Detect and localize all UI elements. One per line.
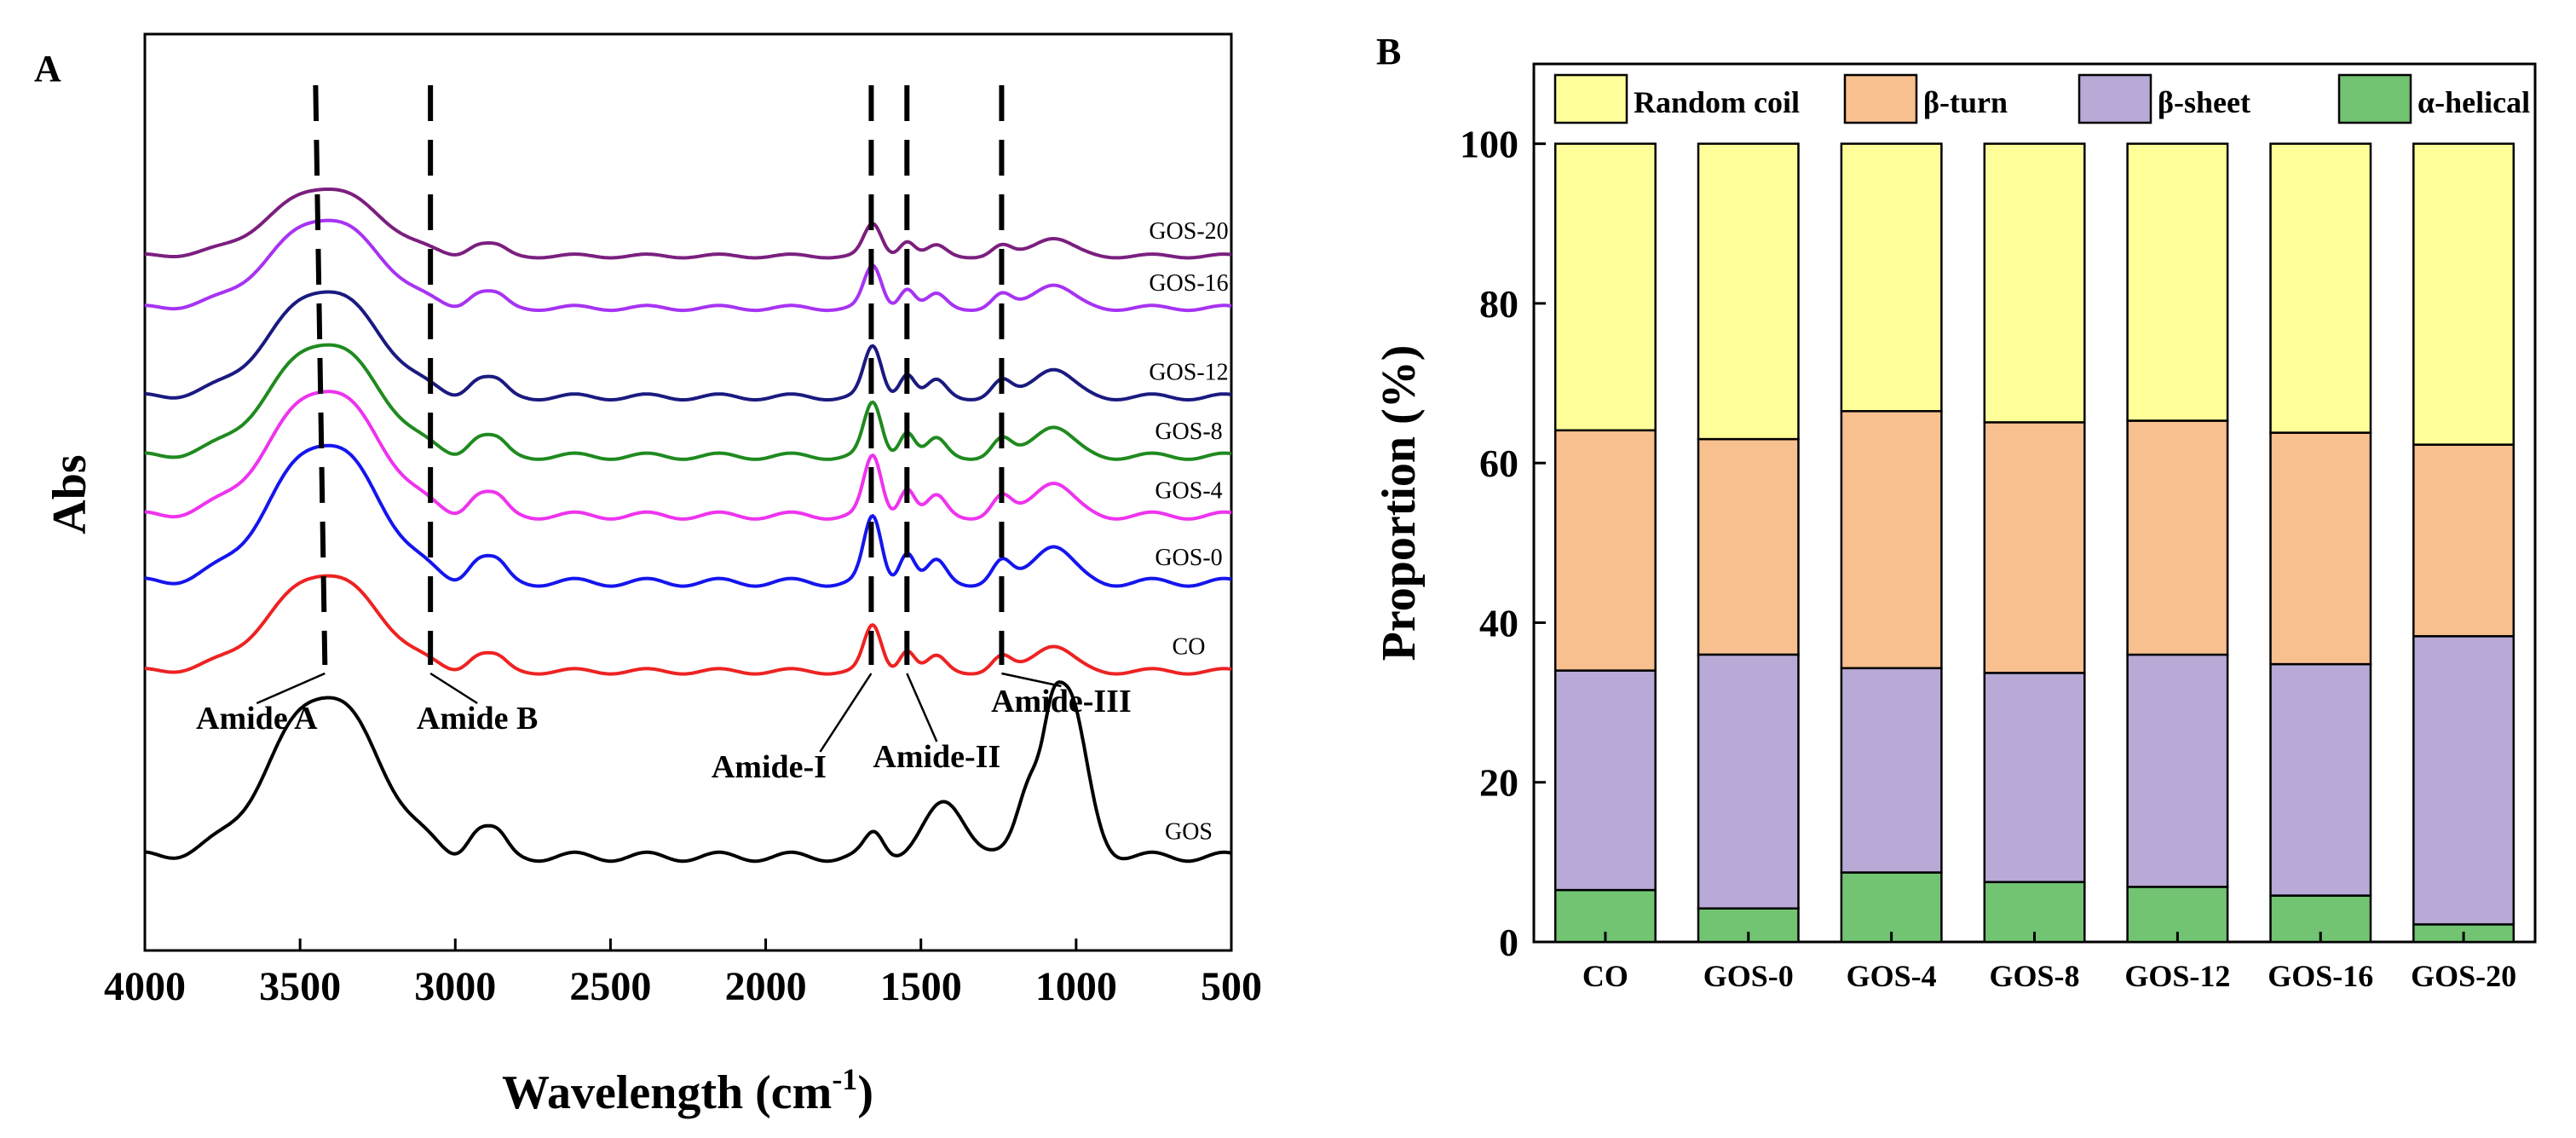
series-line-gos-0 <box>144 443 1232 588</box>
panel-a-x-ticks: 4000 3500 3000 2500 2000 1500 1000 500 <box>104 939 1262 1009</box>
series-label-gos-16: GOS-16 <box>1149 270 1228 297</box>
series-label-gos-20: GOS-20 <box>1149 218 1228 245</box>
peak-arrow-amide-iii <box>1001 672 1062 688</box>
bar-gos-20-random-coil <box>2412 142 2515 446</box>
x-tick-label: 1000 <box>1035 964 1117 1009</box>
bar-gos-4-sheet <box>1840 667 1943 874</box>
bar-gos-16-turn <box>2269 431 2372 666</box>
panel-b-label: B <box>1376 31 1401 72</box>
legend-label-random-coil: Random coil <box>1634 85 1800 119</box>
legend-swatch-random-coil <box>1553 73 1628 124</box>
series-line-gos-4 <box>144 390 1232 521</box>
x-tick-label-gos-12: GOS-12 <box>2124 959 2230 993</box>
bar-gos-8-sheet <box>1983 672 2086 883</box>
bar-gos-8-turn <box>1983 421 2086 674</box>
panel-a-peak-lines: Amide A Amide B Amide-I Amide-II Amide-III <box>196 84 1132 785</box>
series-line-gos-20 <box>145 188 1232 260</box>
series-label-co: CO <box>1173 633 1206 660</box>
bar-co-random-coil <box>1553 142 1657 432</box>
bar-gos-20-sheet <box>2412 635 2515 926</box>
y-tick-label: 40 <box>1479 601 1519 644</box>
panel-a-x-axis-label-main: Wavelength (cm <box>502 1066 832 1119</box>
x-tick-label-gos-16: GOS-16 <box>2268 959 2373 993</box>
series-line-gos-8 <box>144 343 1232 461</box>
panel-a-plot-frame <box>143 32 1233 952</box>
panel-b-legend: Random coil β-turn β-sheet α-helical <box>1553 73 2530 124</box>
panel-a-label: A <box>34 48 61 90</box>
peak-label-amide-ii: Amide-II <box>873 739 1000 775</box>
legend-label-turn: β-turn <box>1923 85 2008 119</box>
panel-a-x-axis-label: Wavelength (cm-1) <box>502 1062 873 1119</box>
series-label-gos-4: GOS-4 <box>1155 478 1222 505</box>
x-tick-label: 500 <box>1201 964 1262 1009</box>
bar-gos-16-sheet <box>2269 662 2372 897</box>
bar-gos-4-turn <box>1840 410 1943 670</box>
x-tick-label: 2000 <box>725 964 807 1009</box>
bar-gos-20-turn <box>2412 443 2515 638</box>
panel-a-x-axis-label-close: ) <box>857 1066 873 1119</box>
peak-line-amide-a <box>313 84 328 666</box>
legend-label-sheet: β-sheet <box>2158 85 2250 119</box>
series-label-gos-8: GOS-8 <box>1155 419 1222 445</box>
y-tick-label: 80 <box>1479 282 1519 326</box>
bar-gos-4-helical <box>1840 871 1943 944</box>
bar-gos-0-helical <box>1697 907 1800 944</box>
panel-b: B 0 20 40 60 80 100 CO GOS-0 GOS-4 GOS-8 GOS-12 GO… <box>1373 31 2537 993</box>
series-label-gos-0: GOS-0 <box>1155 545 1222 571</box>
panel-b-x-ticks: CO GOS-0 GOS-4 GOS-8 GOS-12 GOS-16 GOS-20 <box>1582 932 2516 993</box>
x-tick-label-gos-4: GOS-4 <box>1847 959 1937 993</box>
bar-gos-0-turn <box>1697 437 1800 656</box>
bar-gos-4-random-coil <box>1840 142 1943 413</box>
panel-a-series-group: GOS-20 GOS-16 GOS-12 GOS-8 GOS-4 GOS-0 CO GOS <box>144 188 1232 864</box>
peak-label-amide-i: Amide-I <box>712 749 827 785</box>
bar-gos-0-random-coil <box>1697 142 1800 441</box>
series-label-gos: GOS <box>1165 819 1213 846</box>
peak-label-amide-a: Amide A <box>196 701 318 737</box>
legend-swatch-helical <box>2337 73 2412 124</box>
peak-arrow-amide-b <box>429 672 478 705</box>
bar-gos-8-random-coil <box>1983 142 2086 424</box>
peak-arrow-amide-ii <box>906 673 938 742</box>
bar-gos-16-random-coil <box>2269 142 2372 434</box>
x-tick-label-gos-0: GOS-0 <box>1703 959 1794 993</box>
peak-arrow-amide-i <box>819 673 873 753</box>
x-tick-label: 4000 <box>104 964 186 1009</box>
bar-gos-12-sheet <box>2126 653 2229 888</box>
bar-co-turn <box>1553 429 1657 672</box>
peak-arrow-amide-a <box>256 672 326 705</box>
panel-a-x-axis-label-sup: -1 <box>832 1062 857 1096</box>
bar-co-sheet <box>1553 669 1657 892</box>
x-tick-label-gos-8: GOS-8 <box>1989 959 2079 993</box>
legend-swatch-turn <box>1843 73 1918 124</box>
panel-a: A GOS-20GOS-16GOS-12GOS-8GOS-4GOS-0COGOS… <box>34 32 1262 1119</box>
legend-label-helical: α-helical <box>2418 85 2530 119</box>
peak-label-amide-iii: Amide-III <box>991 684 1132 719</box>
bar-gos-12-turn <box>2126 419 2229 656</box>
x-tick-label-co: CO <box>1582 959 1628 993</box>
panel-b-bars <box>1553 142 2515 944</box>
peak-label-amide-b: Amide B <box>417 701 539 737</box>
series-line-co <box>144 574 1232 676</box>
series-line-gos-12 <box>144 290 1232 402</box>
series-line-gos <box>144 680 1232 864</box>
panel-a-y-axis-label: Abs <box>43 454 96 534</box>
x-tick-label: 3000 <box>414 964 496 1009</box>
panel-b-y-axis-label: Proportion (%) <box>1373 345 1426 661</box>
x-tick-label: 2500 <box>569 964 651 1009</box>
series-label-gos-12: GOS-12 <box>1149 359 1228 385</box>
y-tick-label: 100 <box>1460 123 1519 166</box>
panel-b-y-ticks: 0 20 40 60 80 100 <box>1460 123 1546 964</box>
x-tick-label: 3500 <box>259 964 341 1009</box>
x-tick-label-gos-20: GOS-20 <box>2411 959 2516 993</box>
y-tick-label: 60 <box>1479 442 1519 485</box>
bar-gos-12-random-coil <box>2126 142 2229 422</box>
series-line-gos-16 <box>144 218 1232 313</box>
x-tick-label: 1500 <box>880 964 962 1009</box>
bar-gos-0-sheet <box>1697 653 1800 910</box>
y-tick-label: 0 <box>1499 921 1519 964</box>
legend-swatch-sheet <box>2078 73 2152 124</box>
y-tick-label: 20 <box>1479 761 1519 805</box>
